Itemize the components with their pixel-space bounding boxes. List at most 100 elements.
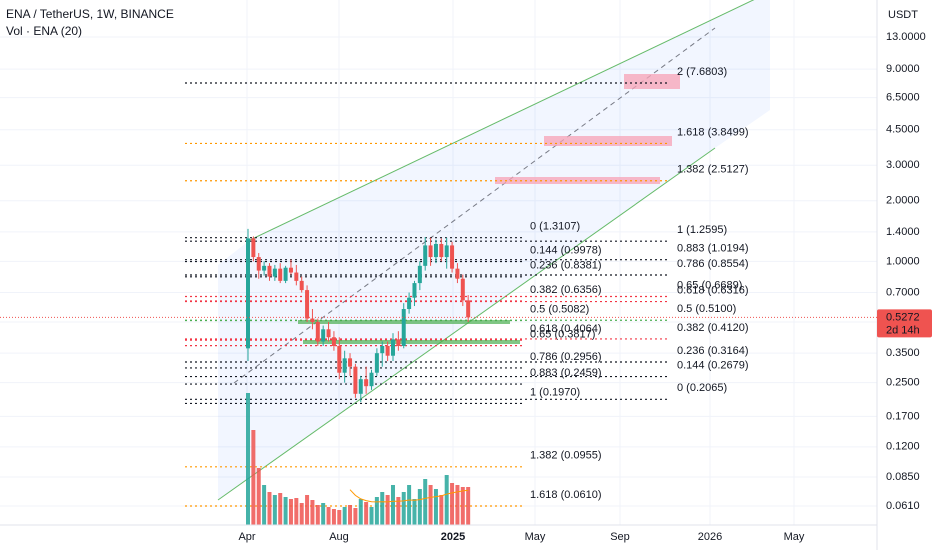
candle-body xyxy=(246,238,250,349)
axes: 13.0000 9.0000 6.5000 4.5000 3.0000 2.0000 1.4… xyxy=(0,31,932,543)
candle-body xyxy=(288,267,293,273)
x-tick-label: May xyxy=(525,531,546,543)
volume-bar xyxy=(460,487,465,525)
candle-body xyxy=(450,245,455,269)
candle-body xyxy=(374,353,379,373)
title: ENA / TetherUS, 1W, BINANCE xyxy=(6,7,174,21)
volume-bar xyxy=(385,495,390,525)
candle-body xyxy=(342,358,347,373)
fib-label: 0.618 (0.6316) xyxy=(677,284,749,296)
y-tick-label: 0.0850 xyxy=(886,471,920,483)
volume-bar xyxy=(353,508,358,525)
y-tick-label: 0.3500 xyxy=(886,347,920,359)
volume-bar xyxy=(423,479,428,525)
candle-body xyxy=(407,297,412,310)
volume-bar xyxy=(272,495,277,525)
channel-upper xyxy=(249,0,755,241)
candle-body xyxy=(423,245,428,266)
y-tick-label: 13.0000 xyxy=(886,31,926,43)
y-tick-label: 0.7000 xyxy=(886,286,920,298)
volume-bar xyxy=(444,475,449,525)
fib-label: 1.382 (0.0955) xyxy=(530,450,602,462)
candle-body xyxy=(401,309,406,346)
volume-bar xyxy=(390,485,395,525)
fib-label: 1.618 (0.0610) xyxy=(530,489,602,501)
volume-bar xyxy=(374,497,379,525)
volume-bar xyxy=(337,510,342,525)
candle-body xyxy=(256,257,261,271)
candle-body xyxy=(428,245,433,258)
volume-bar xyxy=(396,497,401,525)
candle-body xyxy=(353,366,358,394)
fib-label: 1.382 (2.5127) xyxy=(677,164,749,176)
candle-body xyxy=(396,339,401,346)
fib-label: 0.236 (0.8381) xyxy=(530,260,602,272)
volume-bar xyxy=(407,485,412,525)
fib-label: 0.5 (0.5082) xyxy=(530,303,589,315)
last-price-label: 0.5272 xyxy=(886,311,920,323)
x-tick-label: Sep xyxy=(610,531,630,543)
y-tick-label: 9.0000 xyxy=(886,63,920,75)
candle-body xyxy=(278,268,283,281)
y-tick-label: 3.0000 xyxy=(886,159,920,171)
candle-body xyxy=(283,267,288,281)
volume-bar xyxy=(278,493,283,525)
volume-bar xyxy=(439,495,444,525)
volume-bar xyxy=(364,502,369,525)
volume-ma xyxy=(349,489,469,503)
candle-body xyxy=(417,265,422,284)
volume-bar xyxy=(358,499,363,525)
fib-label: 2 (7.6803) xyxy=(677,66,727,78)
volume-bar xyxy=(288,499,293,525)
volume-bar xyxy=(251,430,256,525)
candle-body xyxy=(433,243,438,258)
volume-bar xyxy=(256,468,261,525)
fib-label: 0.786 (0.8554) xyxy=(677,258,749,270)
volume-bar xyxy=(455,485,460,525)
y-tick-label: 0.2500 xyxy=(886,377,920,389)
fib-label: 0.382 (0.6356) xyxy=(530,284,602,296)
candle-body xyxy=(267,265,272,277)
fib-label: 0.5 (0.5100) xyxy=(677,303,736,315)
fib-label: 0.883 (0.2459) xyxy=(530,367,602,379)
volume-bar xyxy=(267,492,272,525)
x-tick-label: Apr xyxy=(238,531,255,543)
volume-bar xyxy=(428,485,433,525)
volume-bar xyxy=(401,492,406,525)
subtitle: Vol · ENA (20) xyxy=(6,24,82,38)
candle-body xyxy=(315,321,320,342)
target-zone xyxy=(624,74,680,89)
price-axis-bg xyxy=(877,0,932,550)
candle-body xyxy=(364,379,369,387)
candle-body xyxy=(294,272,299,281)
candle-body xyxy=(412,283,417,298)
fib-label: 1 (1.2595) xyxy=(677,224,727,236)
y-tick-label: 0.0610 xyxy=(886,500,920,512)
last-price-box xyxy=(877,309,932,338)
y-tick-label: 1.4000 xyxy=(886,226,920,238)
volume-bar xyxy=(305,495,310,525)
fib-label: 0.786 (0.2956) xyxy=(530,351,602,363)
y-tick-label: 2.0000 xyxy=(886,195,920,207)
candle-body xyxy=(460,278,465,301)
volume-bar xyxy=(412,499,417,525)
candle-body xyxy=(455,268,460,279)
volume-bar xyxy=(450,483,455,525)
x-tick-label: 2026 xyxy=(698,531,722,543)
volume-bar xyxy=(466,487,471,525)
candle-body xyxy=(385,345,390,356)
y-tick-label: 1.0000 xyxy=(886,255,920,267)
volume-bar xyxy=(342,507,347,525)
fib-label: 0 (1.3107) xyxy=(530,221,580,233)
volume-bar xyxy=(417,489,422,525)
volume-bar xyxy=(321,503,326,525)
candle-body xyxy=(369,372,374,387)
candle-body xyxy=(310,318,315,322)
volume-bar xyxy=(283,497,288,525)
volume-bar xyxy=(369,507,374,525)
y-tick-label: 6.5000 xyxy=(886,92,920,104)
candle-body xyxy=(348,358,353,367)
candle-body xyxy=(272,268,277,277)
fib-label: 0.382 (0.4120) xyxy=(677,322,749,334)
